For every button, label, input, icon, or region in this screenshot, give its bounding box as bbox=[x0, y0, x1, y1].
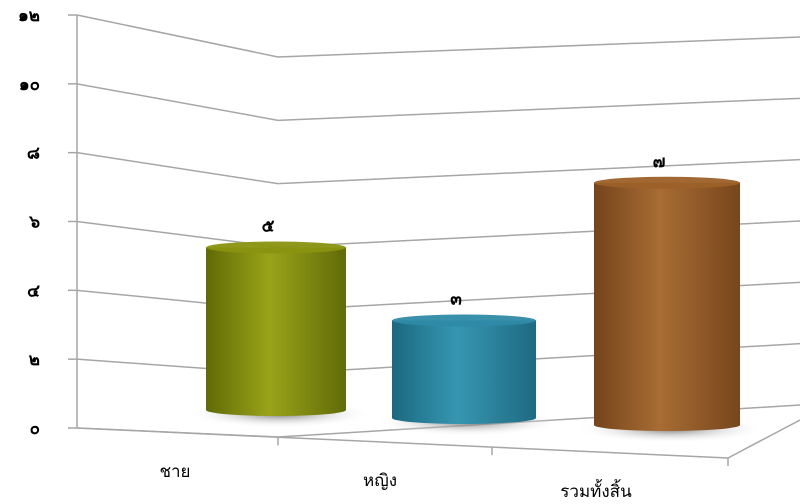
y-tick-label: ๘ bbox=[27, 144, 40, 164]
data-label: ๗ bbox=[653, 152, 666, 172]
bar-3 bbox=[594, 182, 740, 431]
y-tick-label: ๐ bbox=[30, 419, 40, 439]
y-tick-label: ๔ bbox=[27, 281, 40, 301]
bar-1 bbox=[206, 247, 346, 416]
x-tick-label: ชาย bbox=[159, 462, 190, 482]
floor-right-edge bbox=[727, 419, 800, 459]
y-tick-label: ๖ bbox=[28, 213, 40, 233]
x-tick-label: รวมทั้งสิ้น bbox=[560, 479, 632, 502]
gridline bbox=[76, 83, 800, 122]
bar-top-2 bbox=[392, 314, 536, 327]
bar-top-1 bbox=[206, 241, 346, 254]
y-tick-label: ๒ bbox=[29, 350, 40, 370]
data-label: ๕ bbox=[262, 217, 275, 237]
x-tick-label: หญิง bbox=[363, 471, 397, 491]
bar-top-3 bbox=[594, 176, 740, 189]
y-tick-label: ๑๐ bbox=[19, 75, 40, 95]
y-tick-label: ๑๒ bbox=[18, 6, 40, 26]
bar-2 bbox=[392, 320, 536, 424]
data-label: ๓ bbox=[450, 290, 462, 310]
x-axis-line bbox=[76, 427, 729, 459]
gridline bbox=[76, 151, 800, 185]
gridline bbox=[76, 14, 800, 58]
